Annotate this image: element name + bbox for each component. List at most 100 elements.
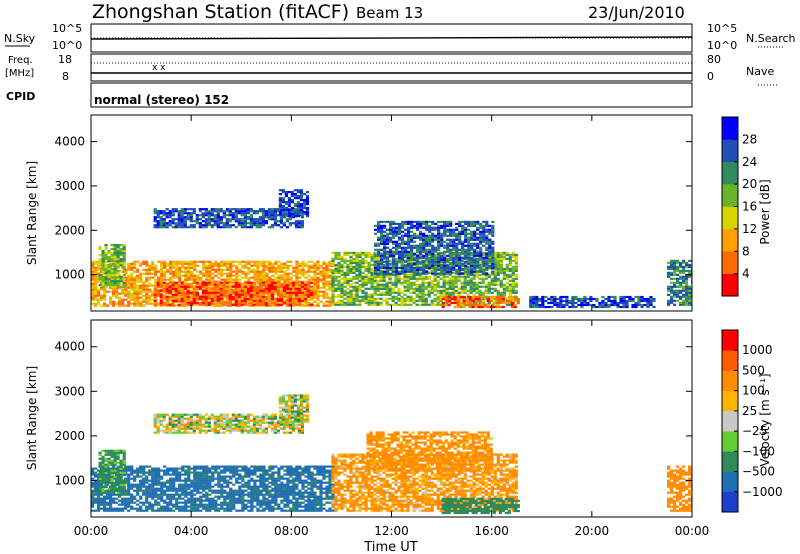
echo-cell-region-0 — [262, 266, 266, 269]
echo-cell-region-5 — [349, 295, 353, 298]
echo-cell-region-0 — [136, 288, 140, 291]
echo-cell-region-5 — [403, 279, 407, 282]
echo-cell-region-1 — [98, 258, 102, 261]
echo-cell-region-7 — [507, 299, 511, 303]
echo-cell-region-0 — [130, 282, 134, 285]
echo-cell-region-0 — [103, 302, 107, 305]
echo-cell-region-5 — [403, 293, 407, 296]
echo-cell-region-5 — [382, 277, 386, 280]
echo-cell-region-6 — [479, 252, 483, 255]
echo-cell-region-0 — [196, 274, 200, 277]
echo-cell-region-6 — [398, 236, 402, 239]
echo-cell-region-6 — [437, 236, 441, 239]
echo-cell-region-3 — [246, 210, 250, 213]
echo-cell-region-5 — [448, 283, 452, 286]
echo-cell-region-0 — [304, 290, 308, 293]
echo-cell-region-8 — [619, 305, 623, 309]
echo-cell-region-1 — [104, 270, 108, 273]
echo-cell-region-0 — [286, 276, 290, 279]
echo-cell-region-6 — [485, 224, 489, 227]
echo-cell-region-5 — [502, 255, 506, 258]
echo-cell-region-0 — [298, 264, 302, 267]
echo-cell-region-6 — [398, 266, 402, 269]
echo-cell-region-0 — [253, 260, 257, 263]
echo-cell-region-8 — [619, 297, 623, 301]
echo-cell-region-0 — [109, 298, 113, 301]
echo-cell-region-0 — [235, 274, 239, 277]
echo-cell-region-3 — [288, 218, 292, 221]
echo-cell-region-3 — [264, 216, 268, 219]
echo-cell-region-5 — [358, 285, 362, 288]
echo-cell-region-5 — [472, 293, 476, 296]
echo-cell-region-6 — [485, 238, 489, 241]
echo-cell-region-2 — [303, 293, 308, 296]
echo-cell-region-6 — [386, 238, 390, 241]
echo-cell-region-0 — [94, 278, 98, 281]
echo-cell-region-5 — [352, 289, 356, 292]
echo-cell-region-6 — [449, 242, 453, 245]
echo-cell-region-2 — [300, 287, 304, 290]
echo-cell-region-5 — [487, 275, 491, 278]
echo-cell-region-5 — [511, 259, 515, 262]
echo-cell-region-5 — [496, 283, 500, 286]
echo-cell-region-9 — [679, 277, 683, 280]
echo-cell-region-2 — [201, 283, 205, 286]
echo-cell-region-5 — [406, 279, 410, 282]
echo-cell-region-0 — [316, 262, 320, 265]
echo-cell-region-5 — [508, 261, 512, 264]
echo-cell-region-2 — [291, 285, 295, 288]
echo-cell-region-6 — [419, 236, 423, 239]
echo-cell-region-2 — [180, 293, 184, 296]
echo-cell-region-6 — [446, 264, 450, 267]
echo-cell-region-5 — [418, 289, 422, 292]
echo-cell-region-5 — [352, 251, 356, 254]
echo-cell-region-6 — [380, 256, 384, 259]
echo-cell-region-2 — [231, 295, 235, 298]
echo-cell-region-3 — [279, 220, 283, 223]
echo-cell-region-0 — [145, 296, 149, 299]
echo-cell-region-0 — [94, 262, 98, 265]
echo-cell-region-9 — [691, 297, 692, 300]
echo-cell-region-8 — [631, 299, 635, 303]
echo-cell-region-0 — [232, 264, 236, 267]
echo-cell-region-5 — [493, 279, 497, 282]
echo-cell-region-0 — [214, 260, 218, 263]
echo-cell-region-5 — [397, 277, 401, 280]
echo-cell-region-8 — [622, 295, 626, 299]
echo-cell-region-1 — [107, 250, 111, 253]
echo-cell-region-0 — [298, 262, 302, 265]
echo-cell-region-2 — [177, 283, 181, 286]
echo-cell-region-5 — [436, 281, 440, 284]
echo-cell-region-0 — [274, 268, 278, 271]
echo-cell-region-5 — [415, 283, 419, 286]
echo-cell-region-2 — [264, 303, 268, 306]
echo-cell-region-0 — [280, 274, 284, 277]
echo-cell-region-9 — [679, 301, 683, 304]
echo-cell-region-5 — [400, 291, 404, 294]
echo-cell-region-6 — [398, 254, 402, 257]
echo-cell-region-4 — [302, 211, 307, 214]
echo-cell-region-4 — [284, 195, 288, 198]
echo-cell-region-5 — [367, 253, 371, 256]
echo-cell-region-0 — [202, 260, 206, 263]
echo-cell-region-0 — [244, 276, 248, 279]
echo-cell-region-7 — [453, 305, 457, 309]
echo-cell-region-6 — [419, 232, 423, 235]
echo-cell-region-1 — [101, 285, 105, 289]
echo-cell-region-8 — [604, 303, 608, 307]
echo-cell-region-7 — [486, 297, 490, 301]
echo-cell-region-6 — [404, 250, 408, 253]
echo-cell-region-0 — [151, 272, 155, 275]
echo-cell-region-9 — [685, 275, 689, 278]
echo-cell-region-5 — [499, 261, 503, 264]
echo-cell-region-6 — [437, 232, 441, 235]
echo-cell-region-8 — [610, 301, 614, 305]
echo-cell-region-5 — [364, 297, 368, 300]
echo-cell-region-0 — [214, 270, 218, 273]
echo-cell-region-5 — [349, 293, 353, 296]
echo-cell-region-6 — [386, 258, 390, 261]
echo-cell-region-0 — [298, 270, 302, 273]
echo-cell-region-6 — [383, 248, 387, 251]
echo-cell-region-0 — [145, 300, 149, 303]
echo-cell-region-0 — [118, 300, 122, 303]
